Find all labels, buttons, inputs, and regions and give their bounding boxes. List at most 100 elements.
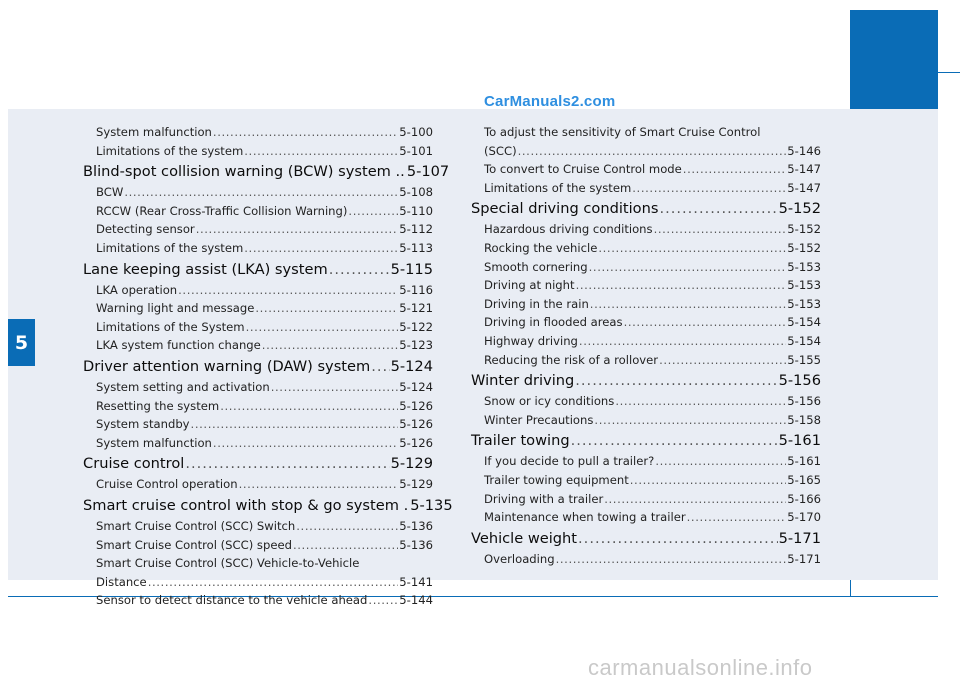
toc-entry-title: Warning light and message [96,301,255,316]
toc-entry[interactable]: Limitations of the system 5-101 [83,142,433,161]
toc-entry[interactable]: Driving with a trailer 5-166 [471,490,821,509]
toc-entry[interactable]: Detecting sensor 5-112 [83,220,433,239]
toc-entry[interactable]: Driving in the rain 5-153 [471,295,821,314]
toc-entry[interactable]: Snow or icy conditions 5-156 [471,392,821,411]
toc-leader-dots [579,332,786,351]
toc-entry-title: Smart cruise control with stop & go syst… [83,496,409,514]
toc-entry-title: Limitations of the system [96,240,244,255]
toc-entry-title: Trailer towing equipment [484,472,629,487]
toc-entry[interactable]: Hazardous driving conditions 5-152 [471,220,821,239]
toc-entry[interactable]: Limitations of the system 5-147 [471,179,821,198]
toc-leader-dots [615,392,786,411]
toc-section-heading[interactable]: Vehicle weight 5-171 [471,528,821,550]
toc-entry-title: Smooth cornering [484,259,588,274]
toc-entry[interactable]: System malfunction 5-100 [83,123,433,142]
toc-page-number: 5-161 [778,432,821,450]
chapter-number: 5 [14,331,29,354]
toc-leader-dots [594,411,786,430]
toc-entry[interactable]: System setting and activation 5-124 [83,378,433,397]
toc-entry-title: (SCC) [484,143,517,158]
toc-entry[interactable]: Warning light and message 5-121 [83,299,433,318]
toc-entry[interactable]: System malfunction 5-126 [83,434,433,453]
toc-section-heading[interactable]: Special driving conditions 5-152 [471,198,821,220]
toc-entry-title: System malfunction [96,125,212,139]
toc-entry[interactable]: Overloading 5-171 [471,550,821,569]
toc-entry[interactable]: LKA system function change 5-123 [83,336,433,355]
toc-leader-dots [575,370,777,392]
toc-entry[interactable]: Limitations of the system 5-113 [83,239,433,258]
toc-entry-title: Driving at night [484,278,575,293]
toc-entry[interactable]: If you decide to pull a trailer? 5-161 [471,452,821,471]
toc-page-number: 5-115 [390,260,433,278]
toc-page-number: 5-135 [410,496,453,514]
toc-page-number: 5-153 [787,296,821,311]
toc-section-heading[interactable]: Lane keeping assist (LKA) system 5-115 [83,259,433,281]
toc-section-heading[interactable]: Driver attention warning (DAW) system 5-1… [83,356,433,378]
toc-leader-dots [659,351,786,370]
chapter-tab: 5 [8,319,35,366]
toc-entry[interactable]: LKA operation 5-116 [83,281,433,300]
toc-entry[interactable]: Smart Cruise Control (SCC) Switch 5-136 [83,517,433,536]
margin-rule-top [938,72,960,73]
toc-entry[interactable]: BCW 5-108 [83,183,433,202]
toc-page-number: 5-126 [399,435,433,450]
toc-section-heading[interactable]: Cruise control 5-129 [83,453,433,475]
toc-entry-title: Driving in the rain [484,296,589,311]
toc-entry-continued[interactable]: Smart Cruise Control (SCC) Vehicle-to-Ve… [96,556,360,571]
chapter-color-block [851,10,938,109]
toc-page-number: 5-158 [787,412,821,427]
toc-page-number: 5-156 [787,394,821,409]
toc-leader-dots [371,356,389,378]
toc-leader-dots [262,336,399,355]
toc-entry-title: System standby [96,417,190,432]
toc-entry[interactable]: Driving in flooded areas 5-154 [471,313,821,332]
toc-entry-continued[interactable]: To adjust the sensitivity of Smart Cruis… [484,125,761,139]
toc-leader-dots [178,281,398,300]
toc-entry-title: Lane keeping assist (LKA) system [83,260,328,278]
toc-entry[interactable]: Driving at night 5-153 [471,276,821,295]
toc-entry[interactable]: Winter Precautions 5-158 [471,411,821,430]
toc-entry[interactable]: Cruise Control operation 5-129 [83,475,433,494]
toc-section-heading[interactable]: Smart cruise control with stop & go syst… [83,495,453,517]
toc-page-number: 5-122 [399,319,433,334]
toc-entry[interactable]: Smooth cornering 5-153 [471,258,821,277]
toc-leader-dots [191,415,399,434]
toc-entry[interactable]: (SCC) 5-146 [471,142,821,161]
toc-entry[interactable]: Sensor to detect distance to the vehicle… [83,591,433,610]
toc-entry[interactable]: System standby 5-126 [83,415,433,434]
toc-page-number: 5-144 [399,593,433,608]
toc-page-number: 5-153 [787,259,821,274]
toc-entry[interactable]: Rocking the vehicle 5-152 [471,239,821,258]
toc-entry[interactable]: To convert to Cruise Control mode 5-147 [471,160,821,179]
toc-leader-dots [213,434,398,453]
toc-entry[interactable]: Maintenance when towing a trailer 5-170 [471,508,821,527]
toc-section-heading[interactable]: Winter driving 5-156 [471,370,821,392]
toc-page-number: 5-171 [787,551,821,566]
toc-entry[interactable]: RCCW (Rear Cross-Traffic Collision Warni… [83,202,433,221]
toc-entry[interactable]: Distance 5-141 [83,573,433,592]
toc-entry[interactable]: Resetting the system 5-126 [83,397,433,416]
toc-leader-dots [624,313,787,332]
toc-entry-title: Snow or icy conditions [484,394,615,409]
toc-leader-dots [196,220,399,239]
toc-entry[interactable]: Reducing the risk of a rollover 5-155 [471,351,821,370]
toc-entry[interactable]: Smart Cruise Control (SCC) speed 5-136 [83,536,433,555]
toc-page-number: 5-112 [399,222,433,237]
toc-leader-dots [220,397,398,416]
toc-page-number: 5-147 [787,162,821,177]
toc-entry-title: System malfunction [96,435,212,450]
toc-page-number: 5-110 [399,203,433,218]
toc-entry[interactable]: Highway driving 5-154 [471,332,821,351]
toc-leader-dots [589,258,787,277]
toc-entry[interactable]: Trailer towing equipment 5-165 [471,471,821,490]
toc-entry[interactable]: Limitations of the System 5-122 [83,318,433,337]
toc-entry-title: Limitations of the system [96,143,244,158]
toc-section-heading[interactable]: Trailer towing 5-161 [471,430,821,452]
toc-page-number: 5-124 [399,379,433,394]
toc-leader-dots [244,142,398,161]
toc-leader-dots [687,508,787,527]
toc-section-heading[interactable]: Blind-spot collision warning (BCW) syste… [83,161,449,183]
toc-entry-title: Cruise Control operation [96,477,238,492]
toc-entry-title: Vehicle weight [471,529,578,547]
toc-entry-title: Driver attention warning (DAW) system [83,357,371,375]
